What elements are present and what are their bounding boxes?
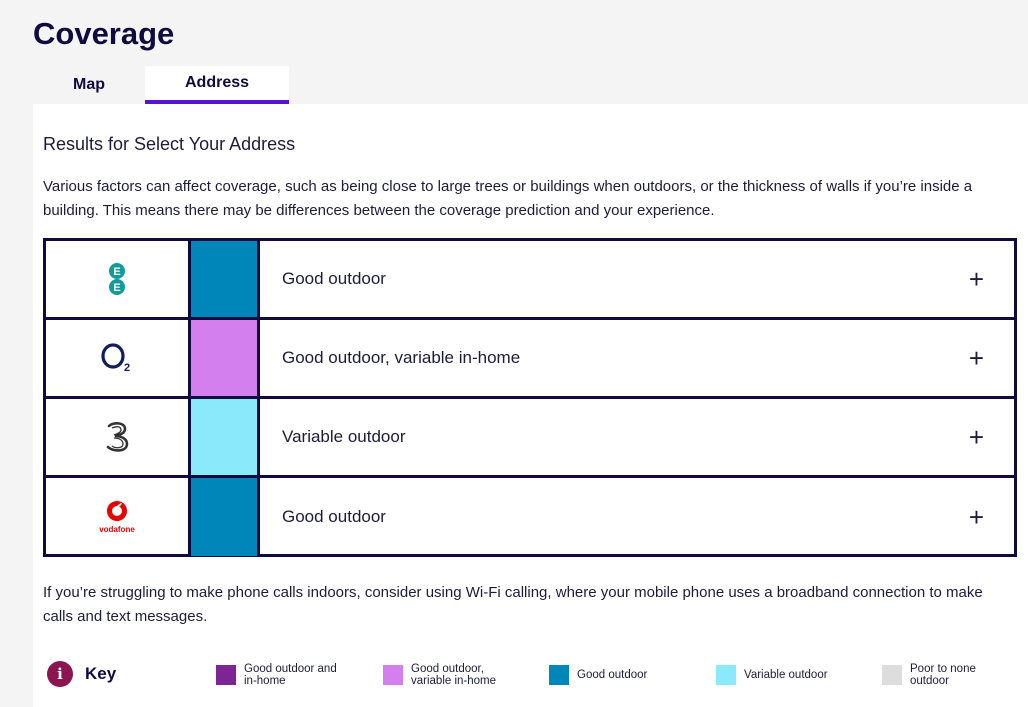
logo-cell: vodafone [46, 478, 191, 556]
expand-icon[interactable]: + [968, 264, 984, 294]
coverage-legend: Good outdoor and in-home Good outdoor, v… [33, 660, 1028, 690]
legend-swatch [716, 665, 736, 685]
logo-cell: E E [46, 241, 191, 317]
logo-cell: 2 [46, 320, 191, 396]
legend-label: Poor to none outdoor [910, 663, 976, 687]
coverage-row-o2[interactable]: 2 Good outdoor, variable in-home + [46, 320, 1014, 399]
coverage-status: Good outdoor [282, 269, 386, 288]
coverage-status: Good outdoor, variable in-home [282, 348, 521, 367]
intro-text: Various factors can affect coverage, suc… [43, 178, 973, 219]
coverage-table: E E Good outdoor + 2 Good outdoor, varia [43, 238, 1017, 557]
coverage-swatch [191, 478, 260, 556]
coverage-row-three[interactable]: Variable outdoor + [46, 399, 1014, 478]
three-logo-icon [106, 422, 129, 452]
key-label: Key [85, 664, 117, 683]
results-heading: Results for Select Your Address [43, 134, 296, 154]
legend-label: Good outdoor and in-home [244, 663, 337, 687]
legend-item: Good outdoor and in-home [216, 660, 337, 690]
legend-item: Good outdoor [549, 660, 647, 690]
expand-icon[interactable]: + [968, 422, 984, 452]
coverage-swatch [191, 320, 260, 396]
svg-text:2: 2 [124, 362, 130, 373]
tab-map[interactable]: Map [73, 76, 105, 93]
address-results-panel: Results for Select Your Address Various … [33, 104, 1028, 707]
o2-logo-icon: 2 [101, 343, 130, 373]
svg-text:vodafone: vodafone [99, 525, 135, 534]
legend-swatch [216, 665, 236, 685]
legend-item: Variable outdoor [716, 660, 828, 690]
wifi-calling-note: If you’re struggling to make phone calls… [43, 584, 983, 625]
legend-label: Good outdoor [577, 669, 648, 681]
coverage-status: Good outdoor [282, 507, 386, 526]
page-title: Coverage [33, 16, 175, 51]
expand-icon[interactable]: + [968, 502, 984, 532]
legend-item: Good outdoor, variable in-home [383, 660, 496, 690]
legend-label: Variable outdoor [744, 669, 828, 681]
coverage-swatch [191, 241, 260, 317]
legend-swatch [882, 665, 902, 685]
legend-item: Poor to none outdoor [882, 660, 976, 690]
coverage-row-vodafone[interactable]: vodafone Good outdoor + [46, 478, 1014, 556]
coverage-swatch [191, 399, 260, 475]
ee-logo-icon: E E [109, 263, 125, 295]
info-icon: i [47, 661, 73, 687]
expand-icon[interactable]: + [968, 343, 984, 373]
vodafone-logo-icon: vodafone [99, 501, 135, 534]
legend-swatch [549, 665, 569, 685]
coverage-row-ee[interactable]: E E Good outdoor + [46, 241, 1014, 320]
svg-text:E: E [113, 266, 120, 278]
logo-cell [46, 399, 191, 475]
svg-text:E: E [113, 282, 120, 294]
legend-swatch [383, 665, 403, 685]
tab-bar: Map Address [33, 66, 289, 104]
coverage-status: Variable outdoor [282, 427, 406, 446]
tab-address[interactable]: Address [145, 66, 289, 104]
key-heading: i Key [47, 660, 116, 688]
legend-label: Good outdoor, variable in-home [411, 663, 497, 687]
